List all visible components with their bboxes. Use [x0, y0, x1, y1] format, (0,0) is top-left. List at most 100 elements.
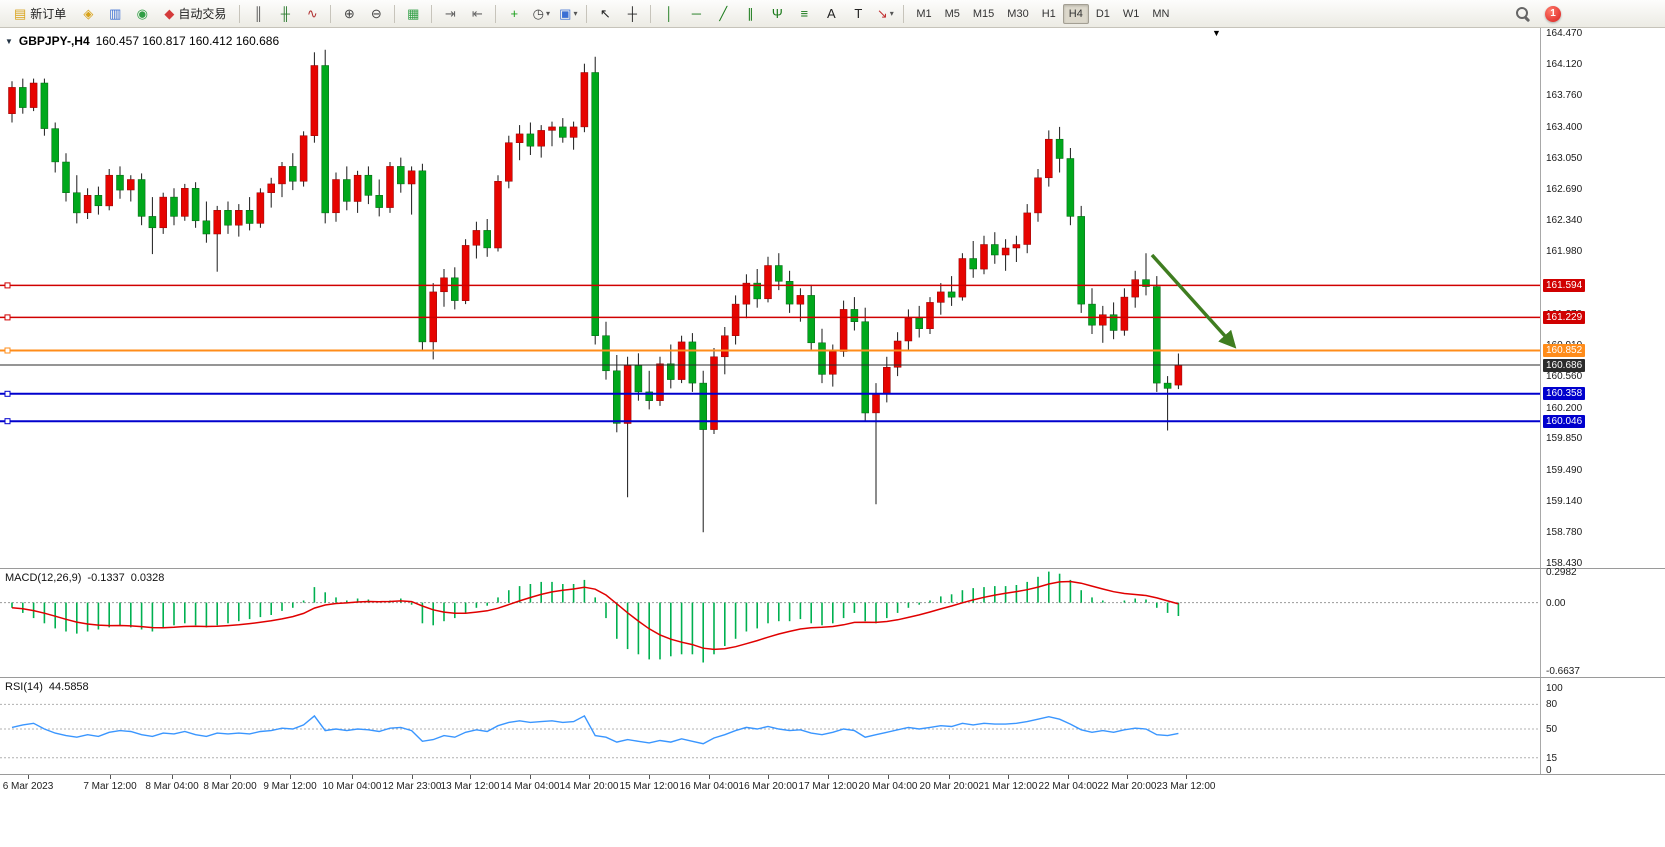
- zoom-out-button[interactable]: ⊖: [363, 2, 389, 26]
- vertical-line-icon: │: [665, 6, 674, 21]
- horizontal-line-button[interactable]: ─: [683, 2, 709, 26]
- line-chart-icon: ∿: [306, 6, 318, 21]
- dropdown-caret-icon[interactable]: ▾: [889, 9, 894, 18]
- price-tag-160.358[interactable]: 160.358: [1543, 387, 1586, 400]
- timeframe-w1-button[interactable]: W1: [1122, 7, 1140, 20]
- price-panel[interactable]: 164.470 164.120 163.760 163.400 163.050 162.6…: [0, 28, 1665, 569]
- candlestick-button[interactable]: ╫: [272, 2, 298, 26]
- chart-shift-marker[interactable]: ▼: [1212, 28, 1221, 38]
- macd-main-value: -0.1337: [87, 572, 125, 584]
- indicators-button[interactable]: +: [501, 2, 527, 26]
- timeframe-h4-button[interactable]: H4: [1062, 3, 1089, 24]
- macd-axis[interactable]: 0.2982 0.00 -0.6637: [1540, 567, 1665, 677]
- market-watch-icon[interactable]: ◈: [75, 2, 101, 26]
- text-icon: A: [826, 6, 836, 21]
- timeframe-h1-button[interactable]: H1: [1041, 7, 1056, 20]
- price-tag-161.594[interactable]: 161.594: [1543, 279, 1586, 292]
- rsi-tick: 0: [1546, 765, 1552, 776]
- tile-windows-button[interactable]: ▦: [400, 2, 426, 26]
- time-label: 7 Mar 12:00: [83, 781, 137, 792]
- vertical-line-button[interactable]: │: [656, 2, 682, 26]
- macd-tick: 0.2982: [1546, 567, 1577, 578]
- time-label: 21 Mar 12:00: [978, 781, 1038, 792]
- price-tick: 159.490: [1546, 465, 1583, 476]
- price-tick: 159.850: [1546, 433, 1583, 444]
- time-label: 20 Mar 04:00: [858, 781, 918, 792]
- line-chart-button[interactable]: ∿: [299, 2, 325, 26]
- time-label: 17 Mar 12:00: [798, 781, 858, 792]
- dropdown-caret-icon[interactable]: ▾: [545, 9, 550, 18]
- macd-panel[interactable]: 0.2982 0.00 -0.6637 MACD(12,26,9) -0.1337 …: [0, 567, 1665, 678]
- timeframe-m5-button[interactable]: M5: [944, 7, 960, 20]
- macd-name: MACD(12,26,9): [5, 572, 82, 584]
- data-window-icon[interactable]: ▥: [102, 2, 128, 26]
- time-label: 20 Mar 20:00: [919, 781, 979, 792]
- fibonacci-button[interactable]: ≡: [791, 2, 817, 26]
- line-handle: [4, 390, 11, 397]
- notification-badge[interactable]: 1: [1545, 5, 1561, 22]
- time-tick: [1127, 775, 1128, 779]
- time-label: 12 Mar 23:00: [382, 781, 442, 792]
- fibonacci-icon: ≡: [800, 6, 809, 21]
- toolbar-separator: [431, 4, 433, 23]
- auto-scroll-button[interactable]: ⇥: [437, 2, 463, 26]
- text-label-icon: T: [854, 6, 863, 21]
- time-label: 8 Mar 04:00: [145, 781, 199, 792]
- price-tag-161.229[interactable]: 161.229: [1543, 311, 1586, 324]
- periods-button[interactable]: ◷ ▾: [528, 2, 554, 26]
- zoom-in-button[interactable]: ⊕: [336, 2, 362, 26]
- text-button[interactable]: A: [818, 2, 844, 26]
- new-order-button[interactable]: ▤ 新订单: [6, 2, 74, 25]
- rsi-tick: 80: [1546, 699, 1558, 710]
- market-watch-icon: ◈: [83, 6, 94, 21]
- templates-button[interactable]: ▣ ▾: [555, 2, 581, 26]
- price-tick: 164.470: [1546, 28, 1583, 39]
- time-tick: [172, 775, 173, 779]
- auto-scroll-icon: ⇥: [444, 6, 456, 21]
- timeframe-d1-button[interactable]: D1: [1095, 7, 1110, 20]
- time-tick: [888, 775, 889, 779]
- toolbar-separator: [239, 4, 241, 23]
- chart-menu-icon[interactable]: ▼: [5, 36, 13, 46]
- timeframe-m15-button[interactable]: M15: [972, 7, 995, 20]
- price-tag-160.046[interactable]: 160.046: [1543, 415, 1586, 428]
- pitchfork-button[interactable]: Ψ: [764, 2, 790, 26]
- chart-shift-button[interactable]: ⇤: [464, 2, 490, 26]
- rsi-axis[interactable]: 100 80 50 15 0: [1540, 678, 1665, 776]
- rsi-panel[interactable]: 100 80 50 15 0 RSI(14) 44.5858: [0, 678, 1665, 776]
- time-tick: [28, 775, 29, 779]
- search-icon[interactable]: [1515, 6, 1531, 22]
- toolbar-separator: [330, 4, 332, 23]
- community-icon[interactable]: ◉: [129, 2, 155, 26]
- trendline-button[interactable]: ╱: [710, 2, 736, 26]
- crosshair-icon: ┼: [627, 6, 637, 21]
- timeframe-m30-button[interactable]: M30: [1007, 7, 1029, 20]
- text-label-button[interactable]: T: [845, 2, 871, 26]
- time-axis[interactable]: 6 Mar 2023 7 Mar 12:00 8 Mar 04:00 8 Mar 20…: [0, 774, 1665, 799]
- dropdown-caret-icon[interactable]: ▾: [573, 9, 578, 18]
- price-tick: 158.430: [1546, 558, 1583, 569]
- indicators-icon: +: [510, 6, 519, 21]
- rsi-chart[interactable]: [0, 678, 1540, 774]
- time-label: 14 Mar 04:00: [500, 781, 560, 792]
- cursor-button[interactable]: ↖: [592, 2, 618, 26]
- candlestick-chart[interactable]: [0, 28, 1540, 568]
- autotrade-button[interactable]: ◆ 自动交易: [156, 2, 234, 25]
- channel-icon: ∥: [747, 6, 754, 21]
- bar-chart-button[interactable]: ║: [245, 2, 271, 26]
- timeframe-m1-button[interactable]: M1: [916, 7, 932, 20]
- toolbar-separator: [903, 4, 905, 23]
- arrows-tool-button[interactable]: ↘ ▾: [872, 2, 898, 26]
- price-axis[interactable]: 164.470 164.120 163.760 163.400 163.050 162.6…: [1540, 28, 1665, 569]
- price-tag-160.686[interactable]: 160.686: [1543, 359, 1586, 372]
- price-tick: 162.690: [1546, 184, 1583, 195]
- macd-chart[interactable]: [0, 569, 1540, 677]
- bar-chart-icon: ║: [253, 6, 263, 21]
- crosshair-button[interactable]: ┼: [619, 2, 645, 26]
- zoom-in-icon: ⊕: [343, 6, 355, 21]
- timeframe-mn-button[interactable]: MN: [1152, 7, 1170, 20]
- time-tick: [290, 775, 291, 779]
- price-tag-160.852[interactable]: 160.852: [1543, 344, 1586, 357]
- channel-button[interactable]: ∥: [737, 2, 763, 26]
- trendline-icon: ╱: [719, 6, 728, 21]
